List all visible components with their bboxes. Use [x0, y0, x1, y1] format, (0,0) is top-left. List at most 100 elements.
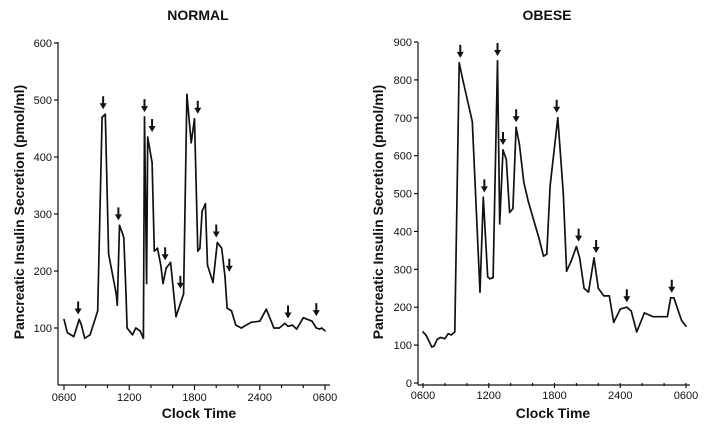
data-point: [145, 282, 148, 285]
y-tick-label: 900: [394, 37, 412, 49]
meal-arrow: [176, 275, 184, 289]
data-point: [619, 308, 622, 310]
data-point: [63, 318, 65, 321]
data-point: [482, 196, 485, 199]
chart-title-obese: OBESE: [522, 7, 571, 23]
data-point: [126, 327, 128, 329]
data-point: [182, 293, 185, 295]
data-point: [318, 328, 321, 330]
data-point: [291, 324, 294, 326]
data-point: [661, 315, 663, 318]
x-tick-label: 1200: [477, 390, 501, 402]
data-point: [226, 307, 228, 309]
data-point: [425, 334, 428, 337]
data-point: [498, 223, 501, 225]
y-ticks-normal: 100 200 300 400 500 600: [34, 38, 58, 335]
data-point: [461, 77, 464, 79]
meal-arrow: [312, 303, 320, 317]
arrows-group-normal: [74, 96, 320, 319]
data-point: [273, 327, 275, 329]
data-point: [186, 93, 188, 96]
data-point: [258, 320, 261, 322]
meal-arrow: [212, 224, 220, 238]
data-point: [508, 211, 511, 214]
data-point: [532, 219, 535, 221]
y-tick-label: 500: [34, 95, 52, 107]
data-point: [311, 320, 313, 322]
data-point: [479, 291, 481, 293]
data-point: [680, 319, 683, 322]
y-tick-label: 400: [394, 226, 412, 238]
data-point: [125, 293, 127, 295]
chart-obese: OBESE Pancreatic Insulin Secretion (pmol…: [370, 7, 698, 421]
series-group-obese: [422, 60, 687, 348]
data-point: [175, 315, 177, 318]
data-point: [652, 315, 654, 318]
data-point: [118, 224, 121, 227]
y-tick-label: 300: [394, 264, 412, 276]
data-point: [78, 318, 81, 321]
meal-arrow: [499, 131, 507, 145]
data-point: [116, 304, 119, 307]
data-point: [123, 237, 125, 239]
data-point: [447, 332, 450, 335]
data-point: [196, 250, 199, 252]
data-point: [107, 253, 110, 255]
x-tick-label: 2400: [248, 392, 272, 404]
x-ticks-normal: 0600 1200 1800 2400 0600: [52, 385, 337, 404]
data-point: [89, 334, 91, 336]
y-tick-label: 200: [394, 302, 412, 314]
x-tick-label: 1200: [117, 392, 141, 404]
data-point: [549, 185, 551, 187]
data-point: [450, 334, 453, 336]
data-point: [143, 116, 146, 118]
data-point: [523, 181, 525, 183]
data-point: [643, 312, 646, 314]
data-point: [193, 118, 196, 120]
x-tick-label: 1800: [182, 392, 206, 404]
meal-arrow: [575, 228, 583, 242]
data-point: [216, 241, 219, 244]
y-tick-label: 600: [394, 151, 412, 163]
data-point: [635, 331, 638, 333]
data-point: [608, 295, 611, 297]
data-point: [156, 247, 159, 249]
meal-arrow: [74, 301, 82, 315]
data-point: [685, 325, 687, 327]
y-tick-label: 100: [394, 340, 412, 352]
data-point: [436, 338, 439, 341]
x-tick-label: 0600: [411, 390, 435, 402]
data-point: [593, 257, 595, 259]
data-point: [96, 310, 99, 312]
data-point: [565, 270, 568, 273]
data-point: [505, 158, 508, 161]
data-point: [324, 330, 326, 332]
y-tick-label: 100: [34, 323, 52, 335]
data-point: [486, 276, 489, 278]
meal-arrow: [114, 207, 122, 221]
data-point: [201, 210, 203, 212]
x-tick-label: 0600: [674, 390, 698, 402]
data-point: [492, 276, 494, 279]
data-point: [502, 149, 504, 151]
data-point: [199, 247, 201, 249]
data-point: [80, 324, 83, 326]
data-point: [146, 136, 149, 138]
series-line-obese: [422, 60, 687, 348]
data-point: [165, 267, 168, 269]
series-group-normal: [63, 93, 326, 340]
x-tick-label: 1800: [542, 390, 566, 402]
y-ticks-obese: 0 100 200 300 400 500 600 700 800 900: [394, 37, 418, 390]
data-point: [235, 324, 237, 326]
y-axis-label-normal: Pancreatic Insulin Secretion (pmol/ml): [11, 85, 27, 339]
data-point: [320, 327, 323, 329]
data-point: [677, 310, 680, 312]
data-point: [562, 192, 565, 195]
meal-arrow: [148, 119, 156, 133]
meal-arrow: [553, 99, 561, 113]
data-point: [471, 120, 474, 123]
data-point: [496, 60, 499, 62]
y-tick-label: 600: [34, 38, 52, 50]
data-point: [278, 327, 281, 329]
